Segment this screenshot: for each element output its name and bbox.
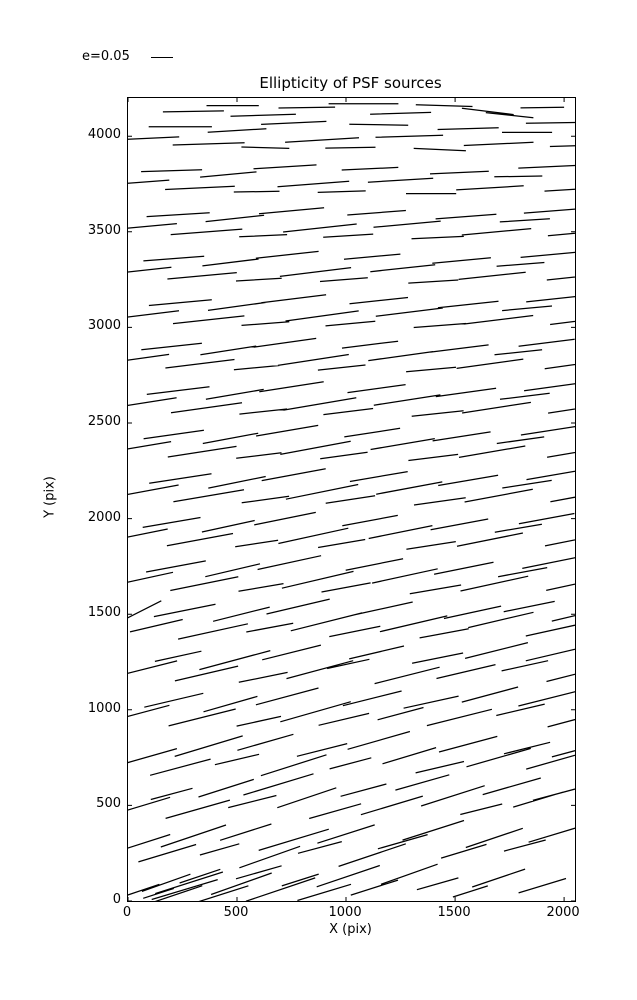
x-tick-label: 1000 bbox=[328, 905, 362, 920]
plot-area bbox=[127, 97, 576, 902]
y-tick-label: 2500 bbox=[87, 414, 121, 430]
legend-label: e=0.05 bbox=[82, 49, 130, 64]
y-tick-label: 4000 bbox=[87, 127, 121, 143]
ellipticity-whisker-plot bbox=[128, 98, 575, 901]
y-tick-label: 500 bbox=[96, 796, 121, 812]
psf-ellipticity-segments bbox=[128, 103, 575, 901]
y-tick-label: 0 bbox=[112, 892, 121, 907]
y-tick-label: 2000 bbox=[87, 509, 121, 525]
x-tick-label: 500 bbox=[223, 905, 249, 920]
plot-title: Ellipticity of PSF sources bbox=[259, 74, 442, 92]
x-tick-label: 0 bbox=[122, 905, 132, 920]
y-tick-label: 3500 bbox=[87, 222, 121, 238]
y-tick-label: 1000 bbox=[87, 700, 121, 716]
y-tick-label: 1500 bbox=[87, 605, 121, 621]
legend-stick-sample-icon bbox=[151, 57, 173, 58]
x-tick-label: 1500 bbox=[437, 905, 471, 920]
x-axis-label: X (pix) bbox=[329, 922, 372, 937]
y-tick-label: 3000 bbox=[87, 318, 121, 334]
axis-tick-marks bbox=[128, 98, 575, 901]
y-axis-label: Y (pix) bbox=[42, 476, 58, 518]
x-tick-label: 2000 bbox=[546, 905, 580, 920]
